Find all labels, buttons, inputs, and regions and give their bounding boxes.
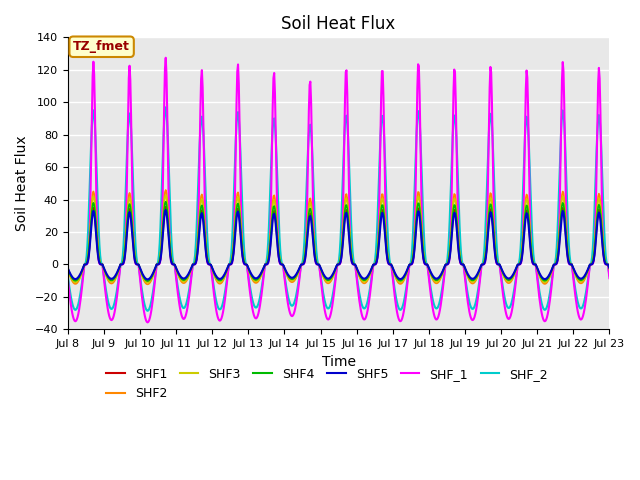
- Title: Soil Heat Flux: Soil Heat Flux: [282, 15, 396, 33]
- Legend: SHF1, SHF2, SHF3, SHF4, SHF5, SHF_1, SHF_2: SHF1, SHF2, SHF3, SHF4, SHF5, SHF_1, SHF…: [101, 362, 553, 405]
- Y-axis label: Soil Heat Flux: Soil Heat Flux: [15, 135, 29, 231]
- X-axis label: Time: Time: [322, 355, 356, 369]
- Text: TZ_fmet: TZ_fmet: [73, 40, 130, 53]
